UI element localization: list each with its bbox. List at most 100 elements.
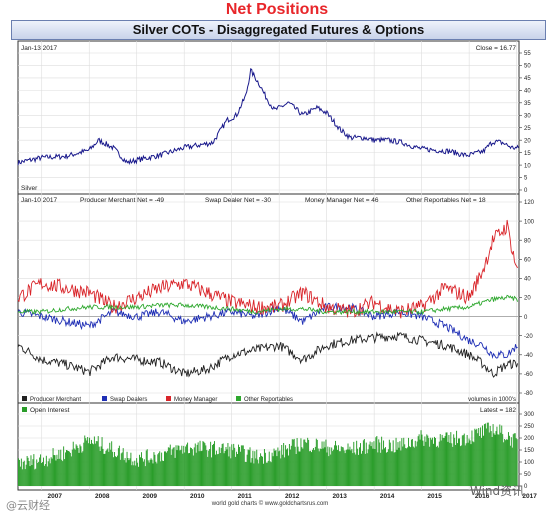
open-interest-bar xyxy=(106,449,108,486)
open-interest-bar xyxy=(440,440,442,486)
open-interest-bar xyxy=(458,438,459,486)
open-interest-bar xyxy=(34,469,36,486)
open-interest-bar xyxy=(253,463,255,486)
open-interest-bar xyxy=(115,456,116,486)
open-interest-bar xyxy=(169,444,171,486)
open-interest-bar xyxy=(113,457,115,486)
y-tick-label: 30 xyxy=(524,113,531,119)
open-interest-bar xyxy=(477,433,479,486)
open-interest-bar xyxy=(417,436,419,486)
open-interest-bar xyxy=(373,441,375,486)
open-interest-bar xyxy=(218,447,220,486)
open-interest-bar xyxy=(445,432,447,486)
legend-swatch-swap xyxy=(102,396,107,401)
open-interest-bar xyxy=(107,448,109,486)
price-series-label: Silver xyxy=(21,185,38,192)
open-interest-bar xyxy=(304,439,306,486)
open-interest-bar xyxy=(79,444,81,486)
legend-label-money: Money Manager xyxy=(174,397,217,403)
open-interest-bar xyxy=(189,453,190,486)
open-interest-bar xyxy=(345,450,347,486)
open-interest-bar xyxy=(501,425,503,486)
open-interest-bar xyxy=(295,454,297,486)
open-interest-bar xyxy=(149,459,151,486)
open-interest-bar xyxy=(155,461,157,486)
open-interest-bar xyxy=(422,440,424,486)
open-interest-bar xyxy=(401,438,403,486)
open-interest-bar xyxy=(508,435,510,486)
chart-title: Net Positions xyxy=(225,1,329,18)
open-interest-bar xyxy=(272,456,274,486)
open-interest-bar xyxy=(344,453,346,486)
open-interest-bar xyxy=(262,456,263,486)
open-interest-bar xyxy=(99,451,101,486)
open-interest-bar xyxy=(119,459,121,486)
open-interest-bar xyxy=(435,446,437,486)
y-tick-label: 25 xyxy=(524,126,531,132)
open-interest-bar xyxy=(44,464,46,486)
open-interest-bar xyxy=(438,441,440,486)
open-interest-bar xyxy=(89,437,91,486)
open-interest-bar xyxy=(110,449,112,486)
open-interest-bar xyxy=(505,440,507,486)
open-interest-bar xyxy=(100,446,102,486)
open-interest-bar xyxy=(28,461,30,486)
open-interest-bar xyxy=(133,465,135,486)
y-tick-label: 20 xyxy=(524,296,531,302)
open-interest-bar xyxy=(510,437,512,486)
open-interest-bar xyxy=(36,459,38,486)
open-interest-bar xyxy=(423,445,425,486)
open-interest-bar xyxy=(319,448,321,486)
open-interest-bar xyxy=(54,455,56,486)
open-interest-bar xyxy=(375,437,377,486)
open-interest-bar xyxy=(88,443,90,486)
open-interest-bar xyxy=(507,439,508,486)
open-interest-bar xyxy=(308,439,310,486)
open-interest-bar xyxy=(152,463,154,486)
open-interest-bar xyxy=(229,446,231,486)
net-header-money: Money Manager Net = 46 xyxy=(305,197,379,204)
open-interest-bar xyxy=(271,452,273,486)
open-interest-bar xyxy=(393,452,395,486)
open-interest-bar xyxy=(226,449,228,486)
open-interest-bar xyxy=(492,424,494,486)
open-interest-bar xyxy=(450,432,452,486)
open-interest-bar xyxy=(480,427,482,486)
open-interest-bar xyxy=(424,436,426,486)
open-interest-bar xyxy=(437,447,439,486)
open-interest-bar xyxy=(45,455,47,486)
open-interest-bar xyxy=(204,443,206,486)
open-interest-bar xyxy=(41,463,43,486)
open-interest-bar xyxy=(391,451,393,486)
open-interest-bar xyxy=(114,452,116,486)
open-interest-bar xyxy=(293,438,295,486)
open-interest-bar xyxy=(196,444,198,486)
open-interest-bar xyxy=(252,450,254,486)
open-interest-bar xyxy=(18,459,20,486)
open-interest-bar xyxy=(341,447,343,486)
open-interest-bar xyxy=(516,439,518,486)
open-interest-bar xyxy=(53,455,55,486)
open-interest-bar xyxy=(101,437,103,486)
open-interest-bar xyxy=(216,454,218,486)
open-interest-bar xyxy=(466,435,468,486)
open-interest-bar xyxy=(150,458,152,486)
open-interest-bar xyxy=(447,441,449,486)
open-interest-bar xyxy=(230,458,232,486)
open-interest-bar xyxy=(144,466,146,486)
open-interest-bar xyxy=(147,460,149,486)
open-interest-bar xyxy=(170,454,172,486)
open-interest-bar xyxy=(286,449,288,486)
price-close-label: Close = 16.77 xyxy=(476,45,517,52)
open-interest-bar xyxy=(140,452,142,486)
open-interest-bar xyxy=(502,434,504,486)
open-interest-bar xyxy=(314,446,316,486)
y-tick-label: 40 xyxy=(524,277,531,283)
open-interest-bar xyxy=(333,449,335,486)
open-interest-bar xyxy=(277,447,279,486)
open-interest-bar xyxy=(385,452,387,486)
open-interest-bar xyxy=(372,448,374,486)
open-interest-bar xyxy=(456,430,458,486)
open-interest-bar xyxy=(382,449,384,486)
open-interest-bar xyxy=(246,454,248,486)
